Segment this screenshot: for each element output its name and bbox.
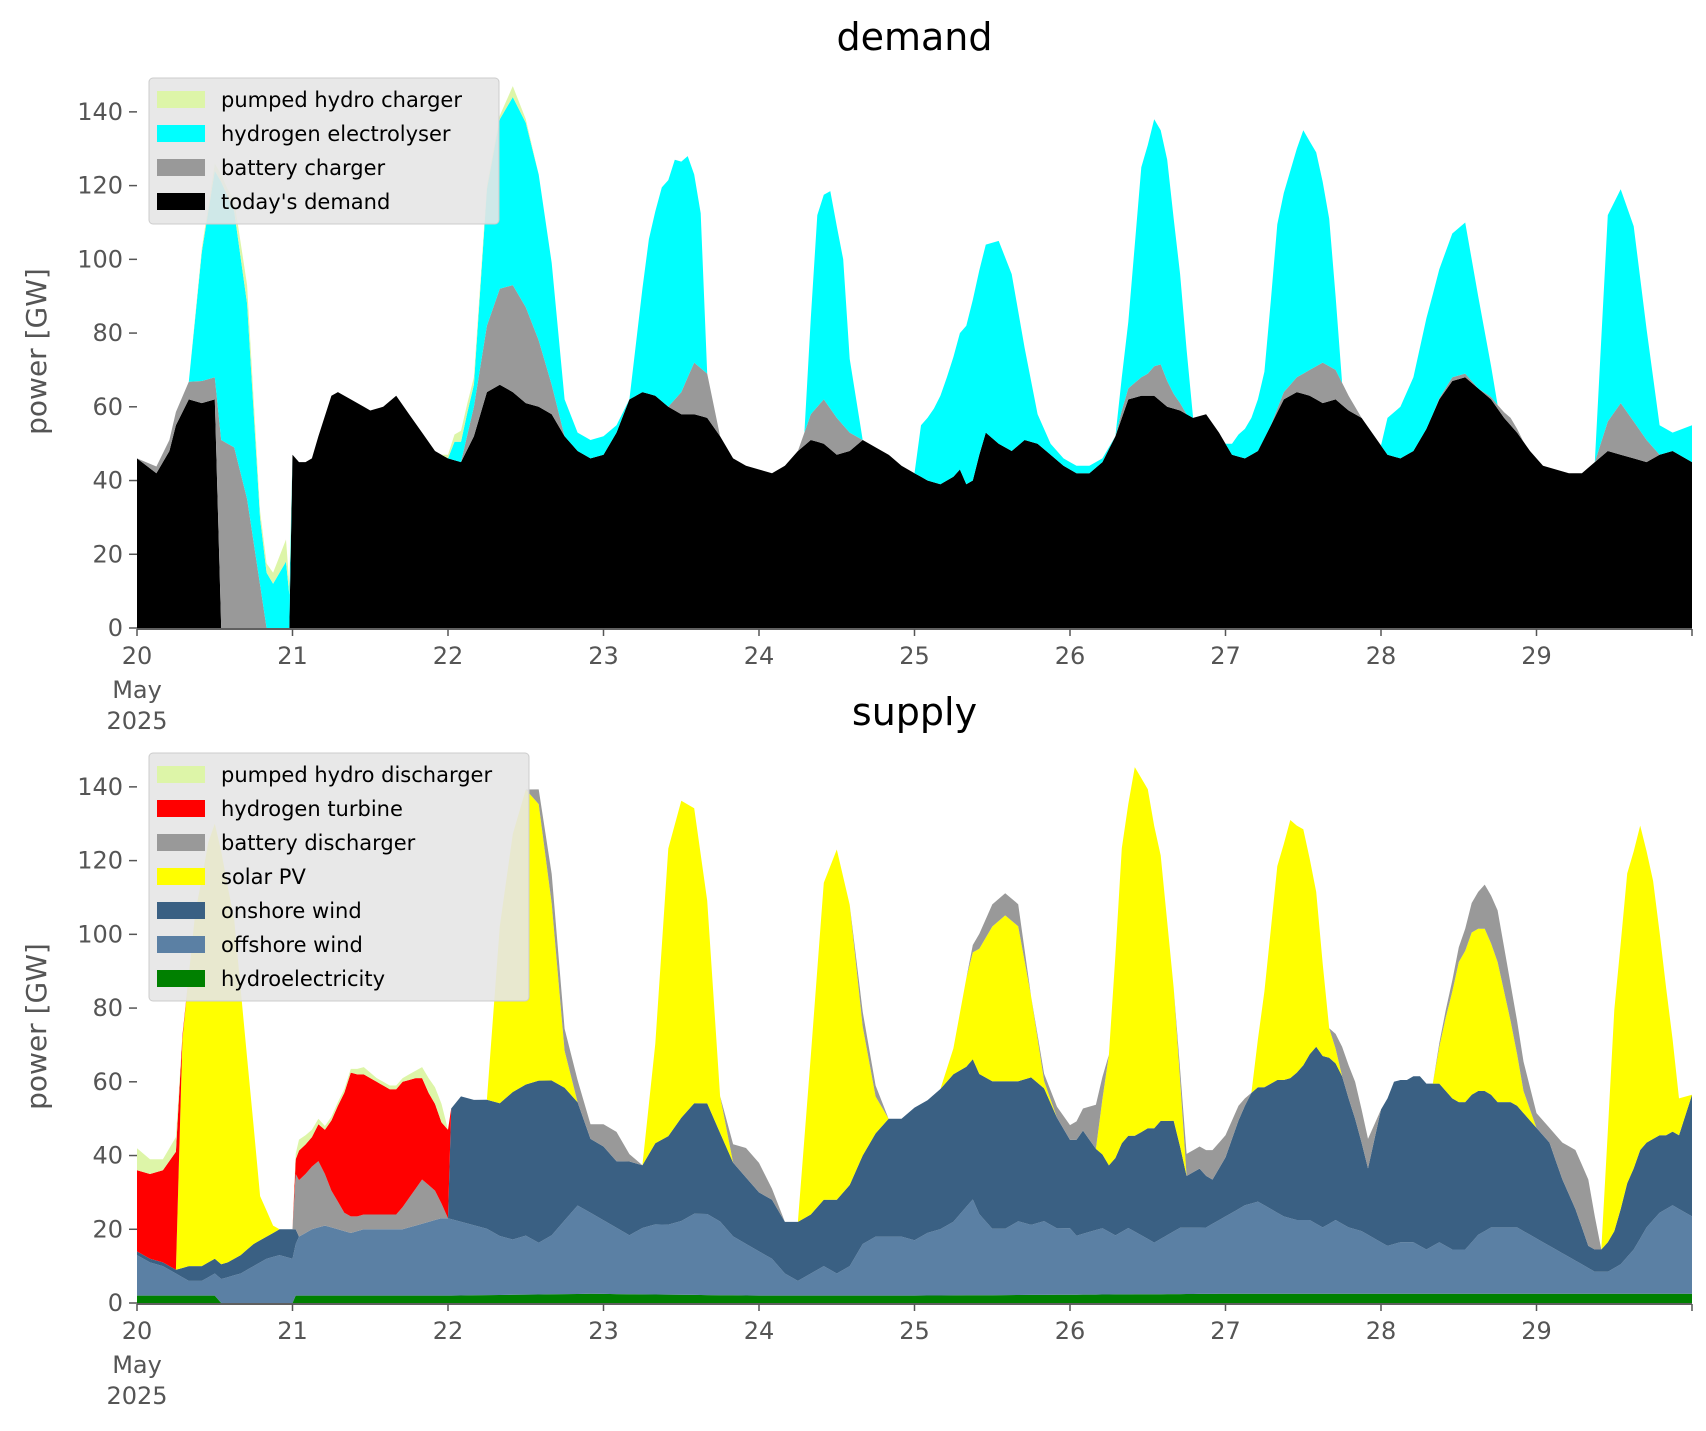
legend-item: battery charger (157, 156, 386, 180)
x-tick-label: 23 (588, 1317, 619, 1345)
x-tick-label: 25 (899, 642, 930, 670)
x-tick-label: 27 (1210, 1317, 1241, 1345)
y-tick-label: 60 (92, 1068, 123, 1096)
y-tick-label: 40 (92, 1142, 123, 1170)
y-tick-label: 20 (92, 1215, 123, 1243)
legend-item: hydrogen turbine (157, 797, 403, 821)
legend-label: solar PV (221, 865, 306, 889)
legend-frame (148, 77, 500, 225)
y-tick-label: 120 (77, 172, 123, 200)
x-tick-label: 24 (744, 1317, 775, 1345)
x-tick-label: 20 (122, 1317, 153, 1345)
legend: pumped hydro discharger hydrogen turbine b… (148, 752, 530, 1002)
y-tick-label: 0 (108, 1289, 123, 1317)
x-tick-label: 28 (1366, 642, 1397, 670)
y-tick-label: 120 (77, 847, 123, 875)
legend-swatch (157, 91, 205, 108)
legend-frame (148, 752, 530, 1002)
x-tick-sublabel: May (112, 1351, 162, 1379)
legend-item: solar PV (157, 865, 306, 889)
area-today-s-demand (137, 377, 1692, 628)
legend-swatch (157, 970, 205, 987)
area-onshore-wind (137, 1046, 1692, 1281)
legend-label: battery discharger (221, 831, 416, 855)
x-tick-label: 29 (1521, 1317, 1552, 1345)
y-tick-label: 0 (108, 614, 123, 642)
legend-item: hydrogen electrolyser (157, 122, 451, 146)
legend: pumped hydro charger hydrogen electrolyse… (148, 77, 500, 225)
legend-swatch (157, 193, 205, 210)
legend-label: pumped hydro discharger (221, 763, 492, 787)
legend-swatch (157, 159, 205, 176)
chart-title: supply (852, 690, 977, 734)
x-tick-label: 27 (1210, 642, 1241, 670)
legend-item: hydroelectricity (157, 967, 385, 991)
x-tick-label: 26 (1055, 642, 1086, 670)
legend-item: offshore wind (157, 933, 363, 957)
x-tick-label: 26 (1055, 1317, 1086, 1345)
y-tick-label: 80 (92, 994, 123, 1022)
x-tick-label: 22 (433, 642, 464, 670)
y-axis-label: power [GW] (20, 268, 53, 435)
x-tick-label: 24 (744, 642, 775, 670)
y-tick-label: 100 (77, 245, 123, 273)
x-tick-sublabel: 2025 (106, 1382, 167, 1410)
y-tick-label: 140 (77, 98, 123, 126)
legend-label: today's demand (221, 190, 390, 214)
area-hydrogen-electrolyser (137, 97, 1692, 629)
y-tick-label: 40 (92, 467, 123, 495)
area-offshore-wind (137, 1199, 1692, 1303)
legend-label: hydrogen turbine (221, 797, 403, 821)
area-battery-charger (137, 285, 1692, 628)
y-axis-label: power [GW] (20, 943, 53, 1110)
x-tick-sublabel: May (112, 676, 162, 704)
legend-label: onshore wind (221, 899, 362, 923)
y-tick-label: 20 (92, 540, 123, 568)
x-tick-label: 21 (277, 1317, 308, 1345)
y-tick-label: 80 (92, 319, 123, 347)
legend-swatch (157, 868, 205, 885)
y-tick-label: 100 (77, 920, 123, 948)
x-tick-label: 23 (588, 642, 619, 670)
legend-item: battery discharger (157, 831, 416, 855)
x-tick-label: 25 (899, 1317, 930, 1345)
x-tick-label: 21 (277, 642, 308, 670)
legend-label: hydroelectricity (221, 967, 385, 991)
legend-label: hydrogen electrolyser (221, 122, 451, 146)
y-tick-label: 140 (77, 773, 123, 801)
x-tick-label: 22 (433, 1317, 464, 1345)
x-tick-sublabel: 2025 (106, 707, 167, 735)
x-tick-label: 28 (1366, 1317, 1397, 1345)
x-tick-label: 20 (122, 642, 153, 670)
legend-label: battery charger (221, 156, 386, 180)
chart-title: demand (836, 15, 992, 59)
y-tick-label: 60 (92, 393, 123, 421)
area-hydroelectricity (137, 1293, 1692, 1303)
plot-areas (137, 86, 1692, 629)
legend-label: pumped hydro charger (221, 88, 462, 112)
legend-swatch (157, 936, 205, 953)
legend-item: pumped hydro charger (157, 88, 462, 112)
legend-item: today's demand (157, 190, 390, 214)
legend-label: offshore wind (221, 933, 363, 957)
legend-swatch (157, 834, 205, 851)
legend-item: pumped hydro discharger (157, 763, 492, 787)
legend-swatch (157, 766, 205, 783)
legend-item: onshore wind (157, 899, 362, 923)
legend-swatch (157, 800, 205, 817)
x-tick-label: 29 (1521, 642, 1552, 670)
legend-swatch (157, 902, 205, 919)
legend-swatch (157, 125, 205, 142)
